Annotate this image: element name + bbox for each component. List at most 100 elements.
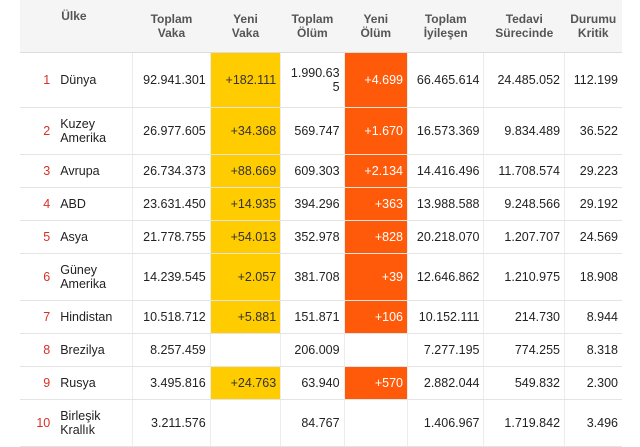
cell-text-line: 84.767	[301, 416, 340, 430]
header-new-deaths[interactable]: Yeni Ölüm	[344, 0, 408, 53]
new-deaths-cell: +828	[344, 220, 408, 254]
rank-cell: 9	[20, 366, 56, 400]
header-total-cases[interactable]: Toplam Vaka	[132, 0, 211, 53]
rank-cell: 3	[20, 154, 56, 188]
header-total-deaths[interactable]: Toplam Ölüm	[280, 0, 345, 53]
critical-cell: 8.944	[564, 300, 622, 334]
total-deaths-cell: 84.767	[280, 399, 345, 447]
new-deaths-cell: +39	[344, 253, 408, 301]
table-row[interactable]: 2 Kuzey Amerika 26.977.605 +34.368 569.747 +1.…	[20, 107, 622, 155]
active-cases-cell: 24.485.052	[483, 52, 566, 108]
cell-text-line: 63.940	[301, 376, 340, 390]
active-cases-cell: 9.248.566	[483, 187, 566, 221]
cell-text-line: 206.009	[294, 343, 340, 357]
cell-text-line: Amerika	[60, 131, 107, 145]
table-row[interactable]: 1 Dünya 92.941.301 +182.111 1.990.63 5 +4.699 6…	[20, 52, 622, 108]
header-new-cases[interactable]: Yeni Vaka	[210, 0, 281, 53]
new-deaths-cell: +570	[344, 366, 408, 400]
table-row[interactable]: 5 Asya 21.778.755 +54.013 352.978 +828 20.218.…	[20, 220, 622, 254]
total-deaths-cell: 352.978	[280, 220, 345, 254]
header-label-line: Ölüm	[297, 26, 328, 40]
rank-cell: 10	[20, 399, 56, 447]
total-recovered-cell: 16.573.369	[407, 107, 485, 155]
country-cell[interactable]: Birleşik Krallık	[55, 399, 134, 447]
country-cell[interactable]: Güney Amerika	[55, 253, 134, 301]
rank-cell: 4	[20, 187, 56, 221]
table-row[interactable]: 7 Hindistan 10.518.712 +5.881 151.871 +106 10.…	[20, 300, 622, 334]
cell-text-line: Kuzey	[60, 117, 95, 131]
covid-stats-table: Ülke Toplam Vaka Yeni Vaka Toplam Ölüm Yeni…	[20, 0, 622, 447]
total-deaths-cell: 394.296	[280, 187, 345, 221]
total-deaths-cell: 151.871	[280, 300, 345, 334]
header-country[interactable]: Ülke	[55, 0, 133, 53]
new-deaths-cell: +363	[344, 187, 408, 221]
table-row[interactable]: 8 Brezilya 8.257.459 206.009 7.277.195 774.25…	[20, 333, 622, 367]
active-cases-cell: 1.210.975	[483, 253, 566, 301]
critical-cell: 18.908	[564, 253, 622, 301]
table-row[interactable]: 9 Rusya 3.495.816 +24.763 63.940 +570 2.882.04…	[20, 366, 622, 400]
cell-text-line: Amerika	[60, 277, 107, 291]
active-cases-cell: 1.207.707	[483, 220, 566, 254]
country-cell[interactable]: Rusya	[55, 366, 134, 400]
new-cases-cell	[210, 333, 282, 367]
total-recovered-cell: 10.152.111	[407, 300, 485, 334]
active-cases-cell: 1.719.842	[483, 399, 566, 447]
table-row[interactable]: 10 Birleşik Krallık 3.211.576 84.767 1.406.96…	[20, 399, 622, 447]
table-row[interactable]: 6 Güney Amerika 14.239.545 +2.057 381.708 +39 1…	[20, 253, 622, 301]
cell-text-line: 394.296	[294, 197, 340, 211]
new-cases-cell: +14.935	[210, 187, 282, 221]
covid-stats-page: Ülke Toplam Vaka Yeni Vaka Toplam Ölüm Yeni…	[20, 0, 622, 447]
header-label-line: Tedavi	[505, 12, 543, 26]
total-cases-cell: 3.211.576	[132, 399, 211, 447]
header-total-recovered[interactable]: Toplam İyileşen	[407, 0, 484, 53]
active-cases-cell: 549.832	[483, 366, 566, 400]
rank-cell: 6	[20, 253, 56, 301]
country-cell[interactable]: Asya	[55, 220, 134, 254]
cell-text-line: Güney	[60, 263, 98, 277]
total-recovered-cell: 2.882.044	[407, 366, 485, 400]
header-label-line: İyileşen	[423, 26, 468, 40]
cell-text-line: Avrupa	[60, 164, 100, 178]
active-cases-cell: 11.708.574	[483, 154, 566, 188]
header-label-line: Toplam	[424, 12, 467, 26]
critical-cell: 3.496	[564, 399, 622, 447]
header-label-line: Durumu	[570, 12, 617, 26]
header-label-line: Toplam	[291, 12, 334, 26]
cell-text-line: 5	[332, 80, 340, 94]
new-cases-cell: +34.368	[210, 107, 282, 155]
cell-text-line: 569.747	[294, 124, 340, 138]
critical-cell: 36.522	[564, 107, 622, 155]
header-country-label: Ülke	[61, 9, 87, 23]
rank-cell: 7	[20, 300, 56, 334]
new-cases-cell: +24.763	[210, 366, 282, 400]
country-cell[interactable]: ABD	[55, 187, 134, 221]
table-row[interactable]: 3 Avrupa 26.734.373 +88.669 609.303 +2.134 14.…	[20, 154, 622, 188]
country-cell[interactable]: Kuzey Amerika	[55, 107, 134, 155]
cell-text-line: ABD	[60, 197, 86, 211]
total-deaths-cell: 1.990.63 5	[280, 52, 345, 108]
new-cases-cell: +2.057	[210, 253, 282, 301]
total-deaths-cell: 609.303	[280, 154, 345, 188]
table-row[interactable]: 4 ABD 23.631.450 +14.935 394.296 +363 13.988.5…	[20, 187, 622, 221]
rank-cell: 2	[20, 107, 56, 155]
header-active[interactable]: Tedavi Sürecinde	[483, 0, 565, 53]
country-cell[interactable]: Hindistan	[55, 300, 134, 334]
total-cases-cell: 23.631.450	[132, 187, 211, 221]
active-cases-cell: 214.730	[483, 300, 566, 334]
active-cases-cell: 9.834.489	[483, 107, 566, 155]
country-cell[interactable]: Brezilya	[55, 333, 134, 367]
total-cases-cell: 92.941.301	[132, 52, 211, 108]
total-cases-cell: 26.734.373	[132, 154, 211, 188]
cell-text-line: Krallık	[60, 423, 95, 437]
total-recovered-cell: 14.416.496	[407, 154, 485, 188]
critical-cell: 2.300	[564, 366, 622, 400]
country-cell[interactable]: Dünya	[55, 52, 134, 108]
header-label-line: Yeni	[363, 12, 389, 26]
rank-cell: 1	[20, 52, 56, 108]
rank-cell: 5	[20, 220, 56, 254]
header-label-line: Yeni	[233, 12, 258, 26]
country-cell[interactable]: Avrupa	[55, 154, 134, 188]
header-critical[interactable]: Durumu Kritik	[564, 0, 622, 53]
cell-text-line: Dünya	[60, 73, 97, 87]
total-recovered-cell: 1.406.967	[407, 399, 485, 447]
